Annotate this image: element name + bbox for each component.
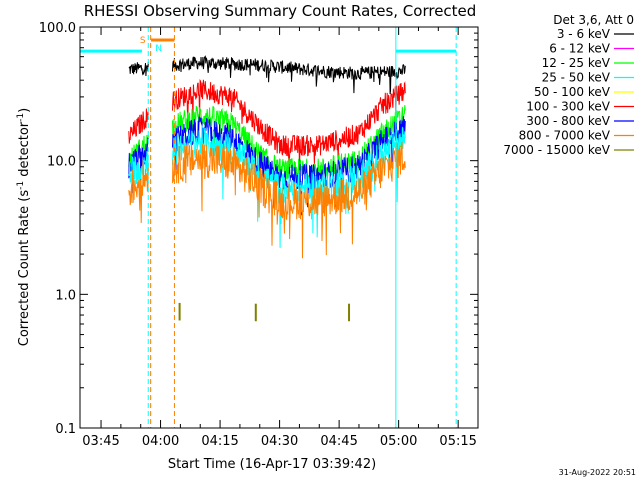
x-axis-label: Start Time (16-Apr-17 03:39:42): [168, 457, 376, 472]
legend-label-0: 3 - 6 keV: [557, 27, 611, 41]
series-line-12-25-keV-seg1: [172, 105, 406, 205]
legend-label-5: 100 - 300 keV: [526, 100, 610, 114]
y-tick-label-1: 10.0: [47, 155, 76, 170]
y-axis-label-sup-1: -1: [16, 181, 26, 190]
x-tick-label-4: 04:45: [320, 434, 357, 449]
series-line-800-7000-keV-seg0: [128, 160, 149, 224]
y-axis-label-part-1: Corrected Count Rate (s: [17, 190, 32, 347]
y-tick-label-2: 1.0: [55, 288, 76, 303]
x-tick-label-5: 05:00: [380, 434, 417, 449]
legend-label-4: 50 - 100 keV: [534, 85, 611, 99]
axes: 100.0 10.0 1.0 0.1 03:45 04:00 04:15 04:30 04:45…: [39, 21, 479, 449]
series-line-12-25-keV-seg0: [128, 134, 149, 170]
y-axis-label: Corrected Count Rate (s-1 detector-1): [16, 108, 32, 346]
y-axis-label-part-3: ): [17, 108, 32, 113]
series-line-100-300-keV-seg0: [128, 108, 149, 144]
legend-label-6: 300 - 800 keV: [526, 114, 610, 128]
series-line-800-7000-keV-seg1: [172, 141, 406, 259]
x-tick-label-2: 04:15: [201, 434, 238, 449]
flag-label-N: N: [155, 44, 162, 54]
plot-frame: [79, 26, 479, 429]
flag-label-S: S: [140, 36, 146, 46]
series-line-3-6-keV-seg0: [128, 61, 149, 77]
footer-date: 31-Aug-2022 20:51: [559, 468, 636, 477]
y-axis-label-part-2: detector: [17, 121, 32, 181]
x-tick-label-1: 04:00: [142, 434, 179, 449]
x-tick-label-6: 05:15: [439, 434, 476, 449]
series-line-25-50-keV-seg0: [128, 151, 149, 203]
plot-area: SN: [79, 27, 457, 428]
legend-label-8: 7000 - 15000 keV: [503, 143, 610, 157]
legend-label-1: 6 - 12 keV: [549, 42, 611, 56]
x-tick-label-3: 04:30: [261, 434, 298, 449]
chart-title: RHESSI Observing Summary Count Rates, Co…: [84, 2, 477, 20]
y-axis-label-sup-2: -1: [16, 113, 26, 122]
y-tick-label-0: 100.0: [39, 21, 76, 36]
legend-title: Det 3,6, Att 0: [553, 13, 634, 27]
series-line-3-6-keV-seg1: [172, 55, 406, 95]
legend-label-2: 12 - 25 keV: [542, 56, 611, 70]
y-tick-label-3: 0.1: [55, 422, 76, 437]
x-tick-label-0: 03:45: [82, 434, 119, 449]
legend-label-3: 25 - 50 keV: [542, 71, 611, 85]
legend-label-7: 800 - 7000 keV: [519, 129, 611, 143]
